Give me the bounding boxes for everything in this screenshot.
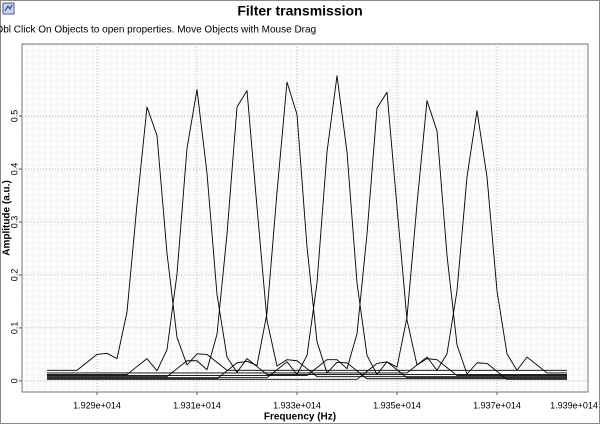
series-line <box>47 106 567 371</box>
y-tick-label: 0.5 <box>9 110 19 123</box>
chart-subtitle: Dbl Click On Objects to open properties.… <box>0 25 316 36</box>
series-line <box>47 100 567 380</box>
series-line <box>47 90 567 378</box>
x-tick-label: 1.939e+014 <box>550 400 598 410</box>
x-tick-label: 1.937e+014 <box>473 400 521 410</box>
chart-title: Filter transmission <box>237 3 362 19</box>
y-tick-label: 0.3 <box>9 216 19 229</box>
y-tick-label: 0.4 <box>9 163 19 176</box>
x-tick-label: 1.931e+014 <box>173 400 221 410</box>
series-line <box>47 75 567 379</box>
x-axis-label: Frequency (Hz) <box>264 412 336 423</box>
y-axis-label: Amplitude (a.u.) <box>2 180 13 256</box>
app-icon <box>2 2 15 15</box>
y-tick-label: 0 <box>9 378 19 383</box>
y-tick-label: 0.1 <box>9 322 19 335</box>
y-tick-label: 0.2 <box>9 269 19 282</box>
series-line <box>47 91 567 377</box>
x-tick-label: 1.933e+014 <box>273 400 321 410</box>
series-line <box>47 89 567 375</box>
series-line <box>47 81 567 380</box>
x-tick-label: 1.935e+014 <box>373 400 421 410</box>
x-tick-label: 1.929e+014 <box>73 400 121 410</box>
series-line <box>47 110 567 374</box>
